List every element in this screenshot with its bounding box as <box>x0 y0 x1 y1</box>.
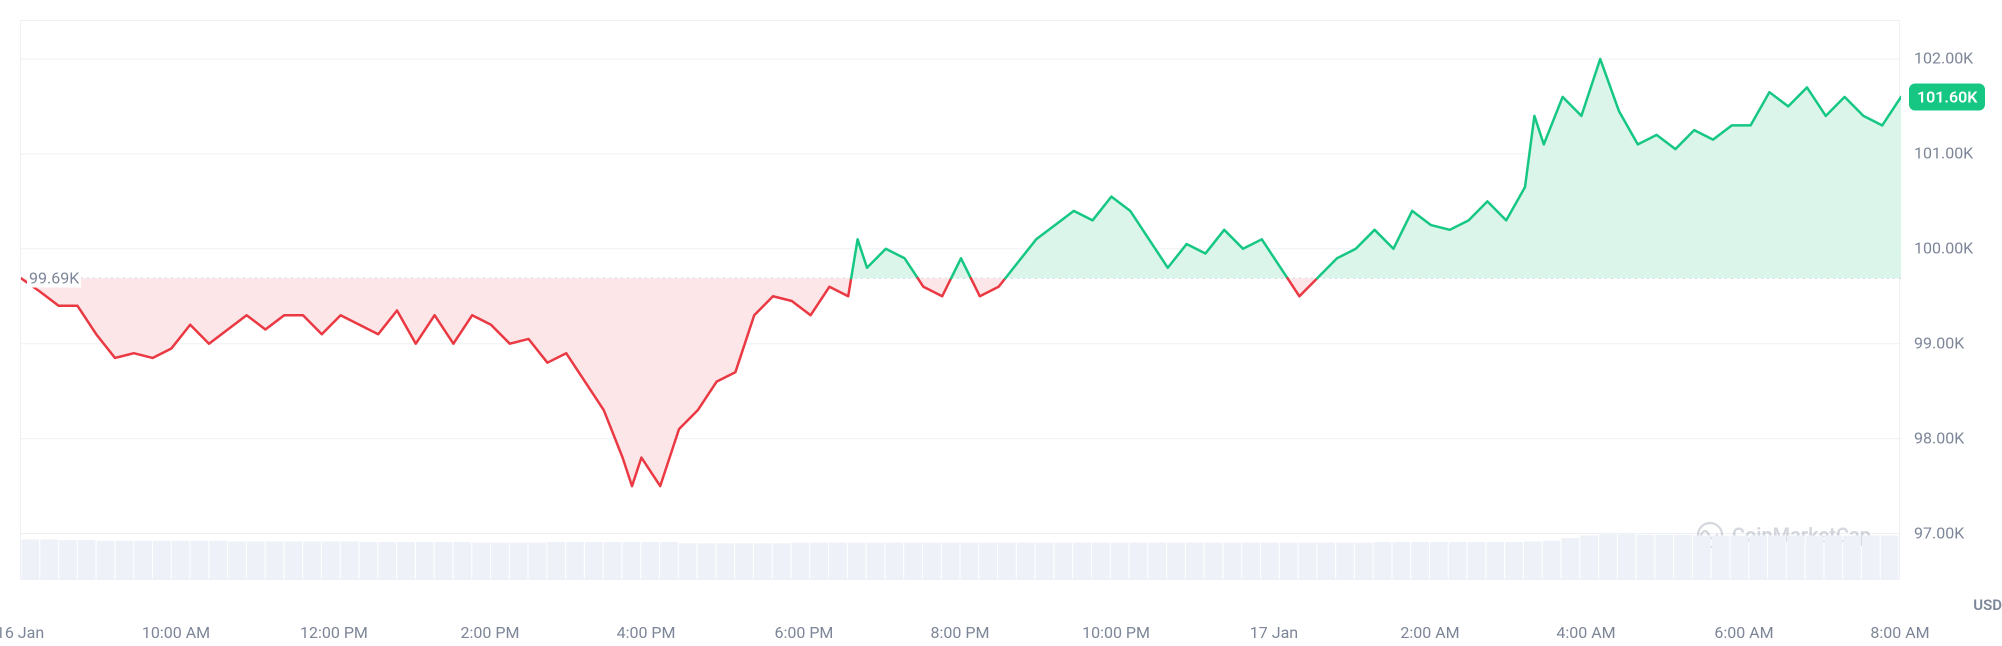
volume-bars-svg <box>21 513 1899 579</box>
x-tick-label: 17 Jan <box>1250 623 1298 642</box>
x-tick-label: 8:00 AM <box>1870 623 1929 642</box>
x-tick-label: 10:00 AM <box>142 623 210 642</box>
y-tick-label: 101.00K <box>1914 143 2002 162</box>
x-axis: 16 Jan10:00 AM12:00 PM2:00 PM4:00 PM6:00… <box>20 618 1900 642</box>
x-tick-label: 8:00 PM <box>931 623 990 642</box>
x-tick-label: 16 Jan <box>0 623 44 642</box>
y-tick-label: 100.00K <box>1914 238 2002 257</box>
y-tick-label: 99.00K <box>1914 333 2002 352</box>
x-tick-label: 4:00 AM <box>1556 623 1615 642</box>
baseline-price-label: 99.69K <box>27 269 81 288</box>
currency-label: USD <box>1973 596 2002 614</box>
price-chart[interactable]: 99.69K 101.60K CoinMarketCap <box>20 20 1900 580</box>
x-tick-label: 10:00 PM <box>1082 623 1150 642</box>
x-tick-label: 2:00 PM <box>461 623 520 642</box>
y-tick-label: 97.00K <box>1914 523 2002 542</box>
x-tick-label: 6:00 AM <box>1714 623 1773 642</box>
y-tick-label: 102.00K <box>1914 48 2002 67</box>
plot-svg <box>21 21 1901 581</box>
x-tick-label: 12:00 PM <box>300 623 368 642</box>
x-tick-label: 6:00 PM <box>775 623 834 642</box>
x-tick-label: 4:00 PM <box>617 623 676 642</box>
x-tick-label: 2:00 AM <box>1400 623 1459 642</box>
y-tick-label: 98.00K <box>1914 428 2002 447</box>
volume-region <box>21 513 1899 579</box>
